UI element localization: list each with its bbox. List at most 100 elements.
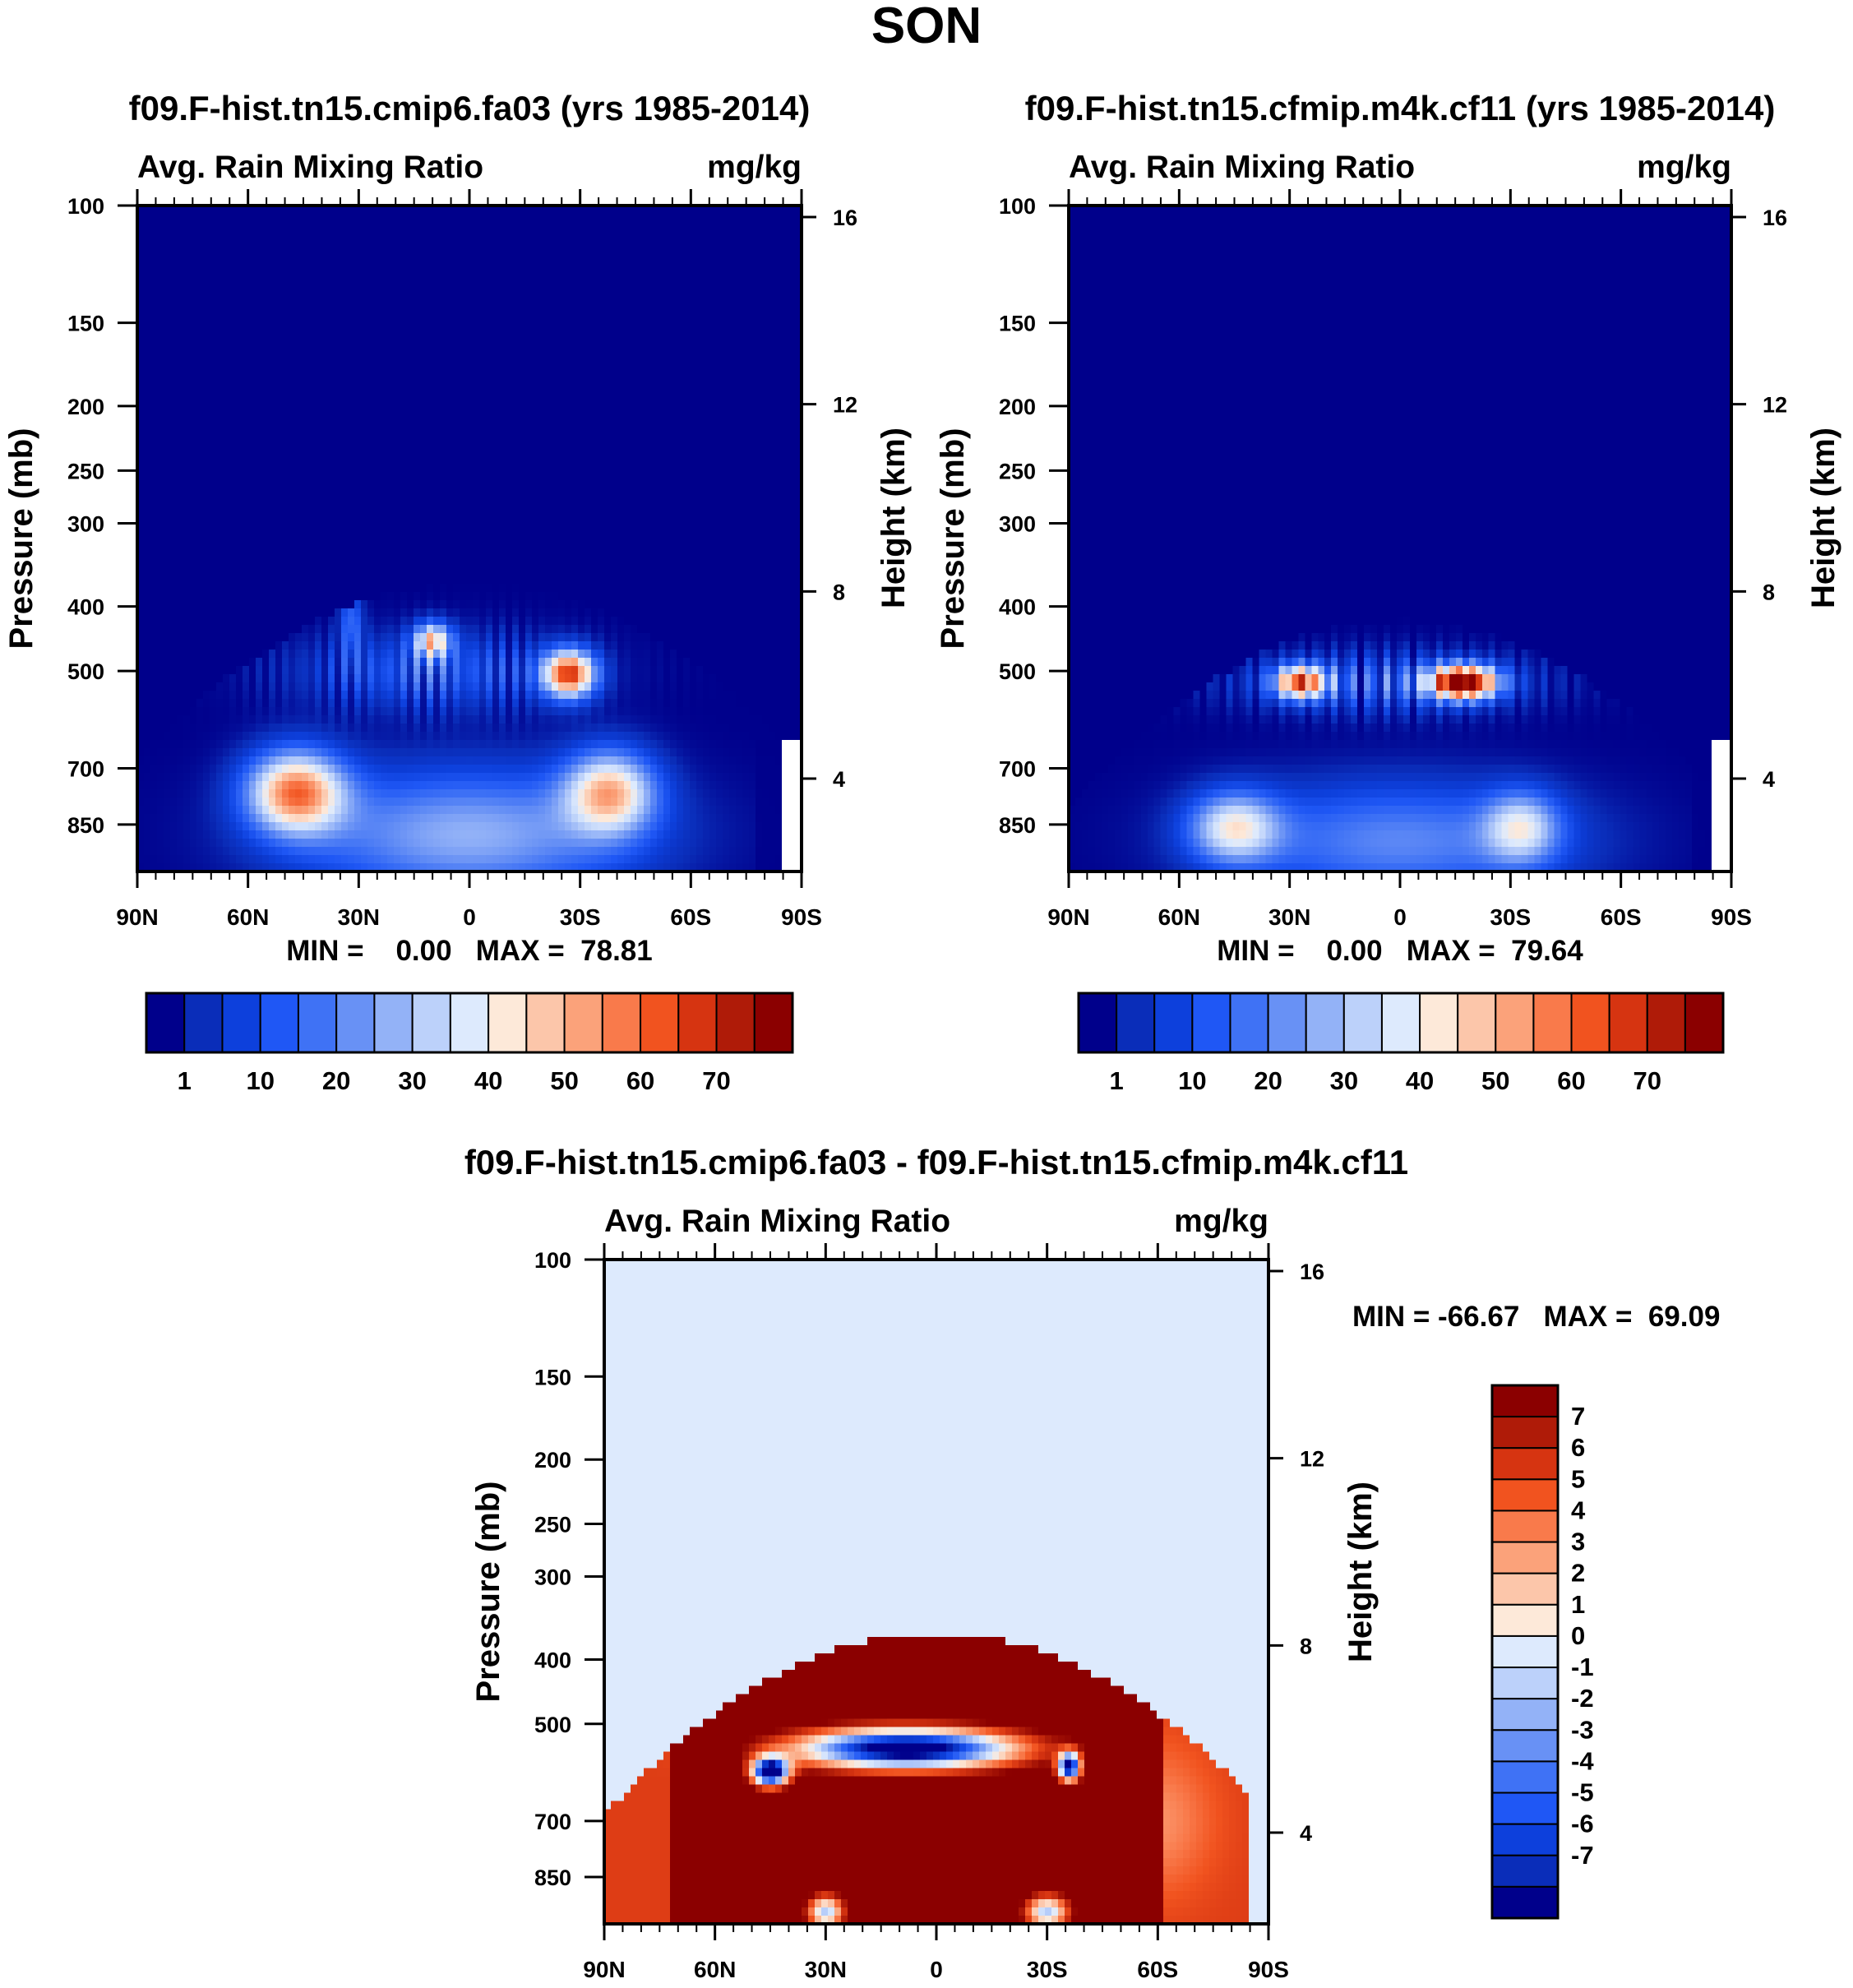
heatmap-cell — [203, 304, 210, 313]
heatmap-cell — [782, 238, 789, 247]
heatmap-cell — [598, 271, 605, 280]
heatmap-cell — [183, 247, 191, 256]
heatmap-cell — [782, 222, 789, 231]
heatmap-cell — [190, 230, 197, 239]
heatmap-cell — [289, 222, 296, 231]
heatmap-cell — [315, 255, 322, 264]
heatmap-cell — [729, 255, 737, 264]
heatmap-cell — [407, 271, 414, 280]
heatmap-cell — [236, 222, 243, 231]
heatmap-cell — [506, 271, 513, 280]
heatmap-cell — [249, 312, 256, 321]
heatmap-cell — [190, 280, 197, 289]
heatmap-cell — [512, 230, 520, 239]
heatmap-cell — [729, 247, 737, 256]
heatmap-cell — [315, 222, 322, 231]
heatmap-cell — [742, 214, 750, 223]
heatmap-cell — [236, 304, 243, 313]
heatmap-cell — [571, 222, 579, 231]
heatmap-cell — [657, 222, 664, 231]
heatmap-cell — [670, 288, 677, 297]
heatmap-cell — [736, 238, 743, 247]
heatmap-cell — [729, 230, 737, 239]
heatmap-cell — [637, 222, 645, 231]
heatmap-cell — [183, 280, 191, 289]
heatmap-cell — [703, 280, 710, 289]
heatmap-cell — [190, 263, 197, 272]
heatmap-cell — [282, 222, 289, 231]
heatmap-cell — [367, 288, 375, 297]
heatmap-cell — [341, 238, 349, 247]
heatmap-cell — [164, 296, 171, 305]
heatmap-cell — [650, 288, 658, 297]
heatmap-cell — [519, 222, 526, 231]
heatmap-cell — [262, 288, 270, 297]
heatmap-cell — [499, 230, 506, 239]
heatmap-cell — [433, 222, 441, 231]
heatmap-cell — [558, 280, 566, 289]
heatmap-cell — [144, 247, 151, 256]
heatmap-cell — [157, 280, 164, 289]
heatmap-cell — [709, 304, 717, 313]
heatmap-cell — [144, 214, 151, 223]
heatmap-cell — [282, 214, 289, 223]
heatmap-cell — [348, 280, 355, 289]
heatmap-cell — [532, 304, 539, 313]
heatmap-cell — [407, 230, 414, 239]
heatmap-cell — [545, 230, 552, 239]
heatmap-cell — [736, 304, 743, 313]
heatmap-cell — [512, 304, 520, 313]
heatmap-cell — [683, 255, 691, 264]
heatmap-cell — [525, 238, 533, 247]
heatmap-cell — [210, 230, 217, 239]
heatmap-cell — [644, 296, 651, 305]
heatmap-cell — [150, 312, 158, 321]
heatmap-cell — [164, 312, 171, 321]
heatmap-cell — [742, 271, 750, 280]
heatmap-cell — [663, 304, 671, 313]
heatmap-cell — [723, 247, 730, 256]
heatmap-cell — [696, 222, 704, 231]
heatmap-cell — [269, 255, 276, 264]
heatmap-cell — [216, 255, 224, 264]
heatmap-cell — [295, 255, 303, 264]
heatmap-cell — [473, 271, 480, 280]
heatmap-cell — [236, 280, 243, 289]
heatmap-cell — [282, 263, 289, 272]
heatmap-cell — [769, 247, 776, 256]
heatmap-cell — [262, 312, 270, 321]
heatmap-cell — [690, 304, 697, 313]
heatmap-cell — [256, 271, 263, 280]
heatmap-cell — [585, 238, 592, 247]
heatmap-cell — [690, 271, 697, 280]
heatmap-cell — [374, 271, 381, 280]
heatmap-cell — [269, 238, 276, 247]
heatmap-cell — [486, 304, 493, 313]
heatmap-cell — [736, 230, 743, 239]
heatmap-cell — [473, 296, 480, 305]
heatmap-cell — [308, 214, 316, 223]
heatmap-cell — [381, 247, 388, 256]
heatmap-cell — [289, 304, 296, 313]
heatmap-cell — [157, 288, 164, 297]
heatmap-cell — [782, 247, 789, 256]
heatmap-cell — [749, 304, 756, 313]
heatmap-cell — [282, 280, 289, 289]
heatmap-cell — [716, 238, 723, 247]
heatmap-cell — [210, 255, 217, 264]
heatmap-cell — [203, 296, 210, 305]
heatmap-cell — [387, 214, 395, 223]
heatmap-cell — [164, 263, 171, 272]
heatmap-cell — [512, 288, 520, 297]
heatmap-cell — [420, 230, 427, 239]
heatmap-cell — [196, 296, 204, 305]
heatmap-cell — [723, 280, 730, 289]
heatmap-cell — [677, 230, 684, 239]
heatmap-cell — [696, 304, 704, 313]
heatmap-cell — [183, 271, 191, 280]
heatmap-cell — [716, 230, 723, 239]
heatmap-cell — [723, 296, 730, 305]
heatmap-cell — [282, 255, 289, 264]
heatmap-cell — [269, 214, 276, 223]
heatmap-cell — [512, 280, 520, 289]
